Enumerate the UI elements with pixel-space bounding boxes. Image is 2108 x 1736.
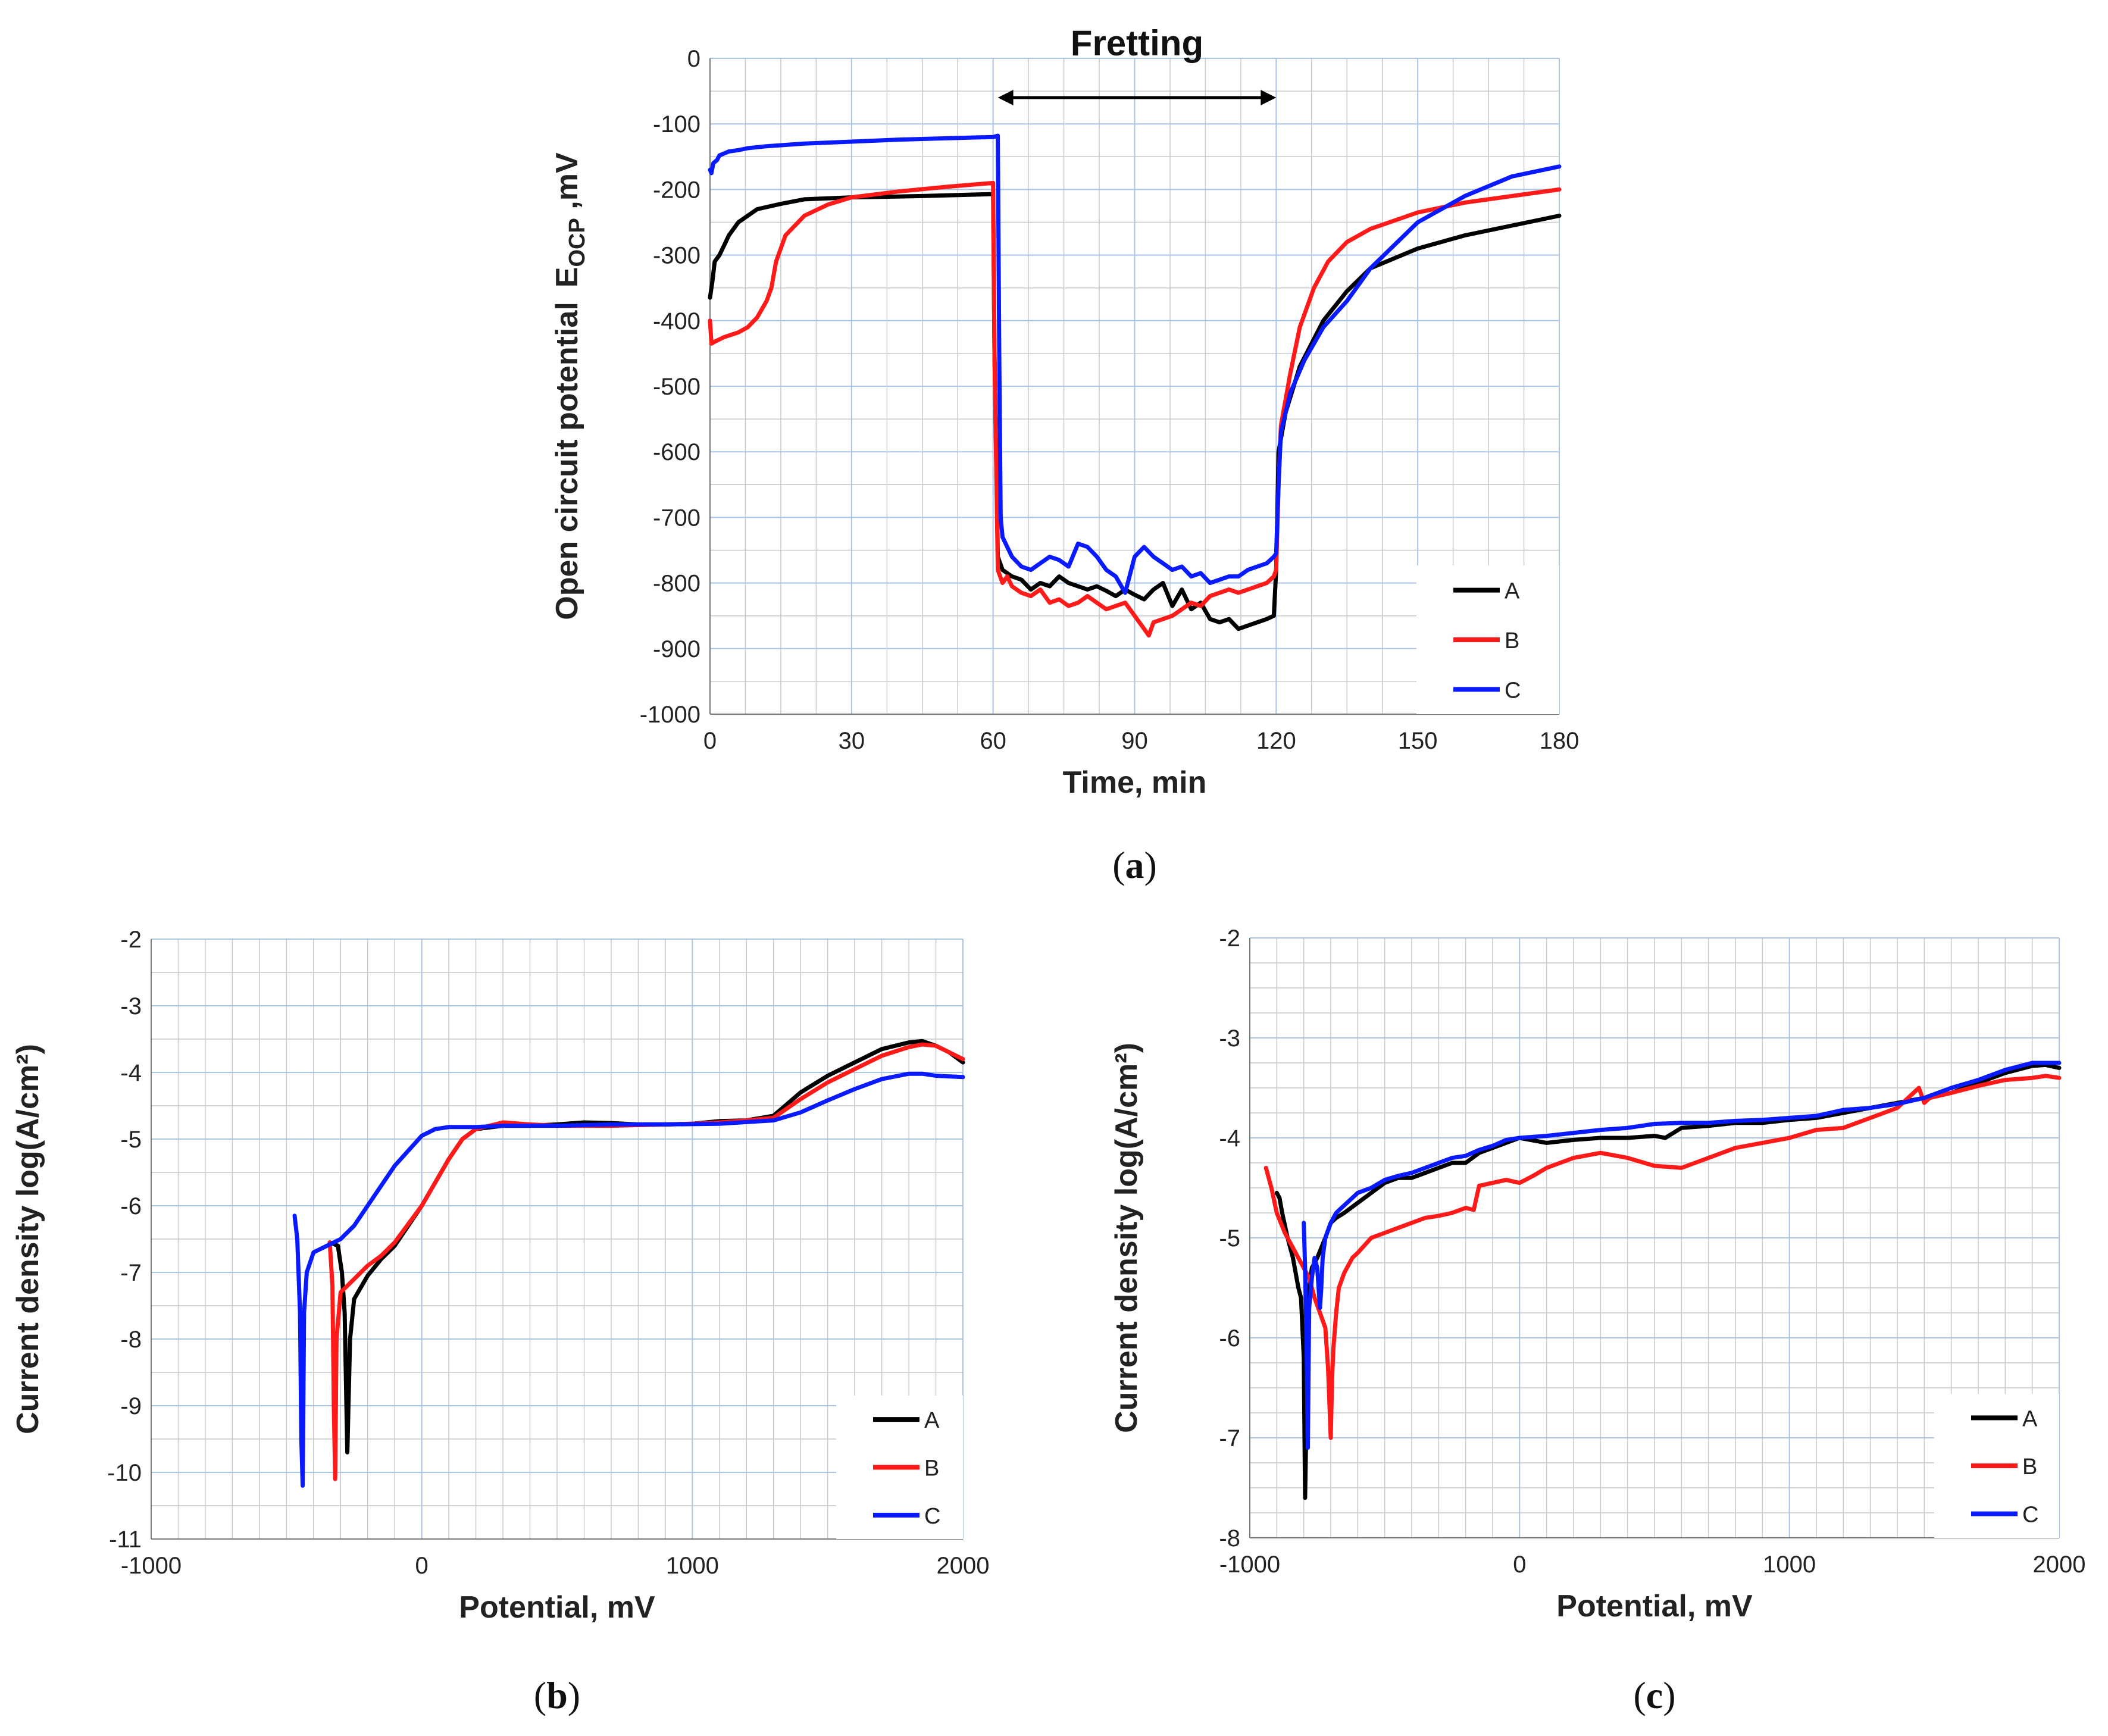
y-tick-label: -1000 (640, 702, 700, 728)
y-tick-label: -3 (120, 993, 142, 1019)
y-axis-unit: ,mV (550, 152, 584, 218)
chart-b: -2 -3 -4 -5 -6 -7 -8 -9 -10 -11-1000 0 1000 2000 Pote… (11, 927, 989, 1716)
y-tick-label: -6 (1219, 1325, 1240, 1352)
y-tick-label: -700 (653, 505, 700, 531)
x-tick-label: 30 (839, 728, 865, 754)
y-axis-symbol: E (550, 267, 584, 288)
y-tick-label: -8 (120, 1327, 142, 1353)
y-tick-label: -200 (653, 177, 700, 203)
x-tick-label: 180 (1540, 728, 1580, 754)
y-tick-label: -10 (107, 1460, 142, 1486)
y-tick-label: -8 (1219, 1525, 1240, 1552)
y-tick-label: -7 (120, 1260, 142, 1286)
grid-b (151, 939, 964, 1540)
legend-label-A: A (924, 1408, 940, 1433)
fretting-arrow-right-head (1261, 90, 1277, 105)
legend-label-B: B (2022, 1455, 2037, 1479)
x-tick-label: 1000 (1763, 1552, 1816, 1578)
y-axis-title: Current density log(A/cm²) (11, 1044, 45, 1434)
panel-caption: (b) (534, 1674, 580, 1716)
legend-label-C: C (2022, 1503, 2038, 1528)
x-tick-label: 150 (1398, 728, 1438, 754)
chart-a: 0 -100 -200 -300 -400 -500 -600 -700 -800 -900 -10… (550, 23, 1579, 886)
y-axis-title: Current density log(A/cm²) (1109, 1043, 1144, 1433)
fretting-label: Fretting (1071, 23, 1203, 63)
y-axis-title-text: Open circuit potential (550, 302, 584, 620)
legend-label-C: C (1505, 678, 1521, 703)
x-tick-label: 90 (1121, 728, 1148, 754)
panel-caption: (c) (1633, 1674, 1675, 1716)
y-tick-label: -11 (109, 1527, 142, 1553)
series-line-B (1263, 1074, 2062, 1440)
y-tick-label: -2 (1219, 925, 1240, 952)
y-tick-label: -800 (653, 571, 700, 597)
x-axis-title: Potential, mV (459, 1590, 655, 1625)
y-tick-label: -400 (653, 308, 700, 334)
x-tick-label: -1000 (121, 1553, 182, 1579)
x-tick-label: -1000 (1219, 1552, 1280, 1578)
y-axis-title: Open circuit potential EOCP ,mV (550, 152, 590, 620)
chart-c: -2 -3 -4 -5 -6 -7 -8-1000 0 1000 2000 Potential, m… (1109, 925, 2085, 1716)
x-tick-label: 0 (703, 728, 717, 754)
y-tick-label: -2 (120, 927, 142, 953)
y-tick-label: -4 (120, 1060, 142, 1086)
y-tick-label: -5 (1219, 1225, 1240, 1252)
y-axis-subscript: OCP (565, 218, 590, 267)
legend-label-A: A (1505, 579, 1520, 604)
fretting-arrow-left-head (997, 90, 1014, 105)
x-tick-label: 0 (1513, 1552, 1526, 1578)
x-tick-label: 0 (415, 1553, 429, 1579)
legend-label-B: B (1505, 628, 1519, 653)
x-axis-title: Potential, mV (1556, 1589, 1753, 1624)
x-tick-label: 2000 (937, 1553, 990, 1579)
x-axis-title: Time, min (1063, 765, 1207, 800)
legend-label-B: B (924, 1456, 939, 1481)
y-tick-label: -3 (1219, 1025, 1240, 1052)
x-tick-label: 120 (1256, 728, 1296, 754)
series-line-C (1302, 1061, 2062, 1450)
x-tick-label: 60 (980, 728, 1006, 754)
series-line-C (292, 1071, 965, 1488)
y-tick-label: -500 (653, 374, 700, 400)
series-line-A (327, 1039, 965, 1455)
x-tick-label: 2000 (2033, 1552, 2086, 1578)
y-tick-label: 0 (687, 46, 700, 72)
y-tick-label: -900 (653, 636, 700, 662)
x-tick-label: 1000 (666, 1553, 719, 1579)
legend-label-C: C (924, 1504, 940, 1529)
y-tick-label: -600 (653, 439, 700, 465)
y-tick-label: -300 (653, 243, 700, 269)
y-tick-label: -100 (653, 111, 700, 137)
legend-label-A: A (2022, 1406, 2038, 1431)
series-line-C (708, 133, 1562, 595)
y-tick-label: -5 (120, 1127, 142, 1153)
panel-caption: (a) (1112, 844, 1157, 886)
y-tick-label: -6 (120, 1193, 142, 1219)
y-tick-label: -4 (1219, 1125, 1240, 1152)
y-tick-label: -9 (120, 1393, 142, 1419)
y-tick-label: -7 (1219, 1425, 1240, 1452)
